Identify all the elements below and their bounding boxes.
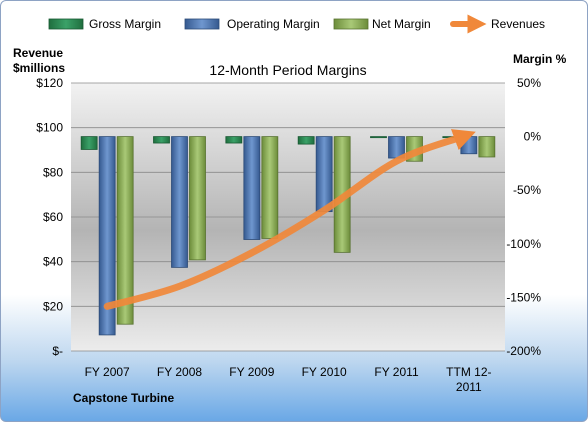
left-tick-label: $80: [43, 165, 63, 179]
bar-net-margin: [478, 136, 496, 158]
company-label: Capstone Turbine: [73, 391, 174, 405]
category-label: FY 2011: [374, 365, 419, 379]
bar-gross-margin: [153, 136, 170, 144]
right-tick-label: -100%: [506, 237, 541, 251]
right-axis-ticks: 50% 0% -50% -100% -150% -200%: [506, 76, 541, 358]
category-label: 2011: [456, 380, 482, 394]
bar-operating-margin: [243, 136, 261, 240]
right-tick-label: 0%: [524, 130, 542, 144]
left-tick-label: $-: [52, 344, 63, 358]
bar-net-margin: [261, 136, 279, 239]
left-axis-label-line2: $millions: [13, 61, 65, 75]
legend-label: Net Margin: [372, 17, 431, 31]
left-axis-label-line1: Revenue: [13, 46, 63, 60]
bar-net-margin: [189, 136, 206, 261]
bar-net-margin: [116, 136, 134, 325]
bar-operating-margin: [98, 136, 116, 336]
left-tick-label: $100: [36, 121, 63, 135]
category-label: FY 2010: [302, 365, 347, 379]
legend-swatch: [333, 18, 369, 30]
bar-operating-margin: [171, 136, 188, 268]
chart-title: 12-Month Period Margins: [209, 62, 366, 78]
right-tick-label: 50%: [517, 76, 541, 90]
left-tick-label: $60: [43, 210, 63, 224]
left-tick-label: $120: [36, 76, 63, 90]
legend-swatch: [184, 18, 220, 30]
gridlines: [71, 82, 505, 352]
bar-gross-margin: [225, 136, 243, 144]
category-label: TTM 12-: [446, 365, 491, 379]
bar-gross-margin: [80, 136, 98, 150]
category-label: FY 2009: [229, 365, 274, 379]
bar-gross-margin: [370, 136, 387, 139]
right-tick-label: -200%: [506, 344, 541, 358]
left-axis-ticks: $120 $100 $80 $60 $40 $20 $-: [36, 76, 63, 358]
bar-operating-margin: [315, 136, 333, 213]
legend: Gross Margin Operating Margin Net Margin Re…: [48, 14, 545, 34]
legend-label: Gross Margin: [89, 17, 161, 31]
right-tick-label: -50%: [513, 183, 541, 197]
right-tick-label: -150%: [506, 290, 541, 304]
revenue-series: [103, 129, 476, 310]
legend-label: Revenues: [491, 17, 545, 31]
revenue-line: [103, 129, 476, 310]
category-labels: FY 2007 FY 2008 FY 2009 FY 2010 FY 2011 TTM 1…: [85, 365, 492, 394]
left-tick-label: $40: [43, 255, 63, 269]
legend-label: Operating Margin: [227, 17, 320, 31]
right-axis-label: Margin %: [513, 52, 567, 66]
category-label: FY 2007: [85, 365, 130, 379]
bar-gross-margin: [297, 136, 315, 145]
bars: [80, 136, 496, 336]
left-tick-label: $20: [43, 299, 63, 313]
category-label: FY 2008: [157, 365, 202, 379]
legend-swatch: [48, 18, 84, 30]
